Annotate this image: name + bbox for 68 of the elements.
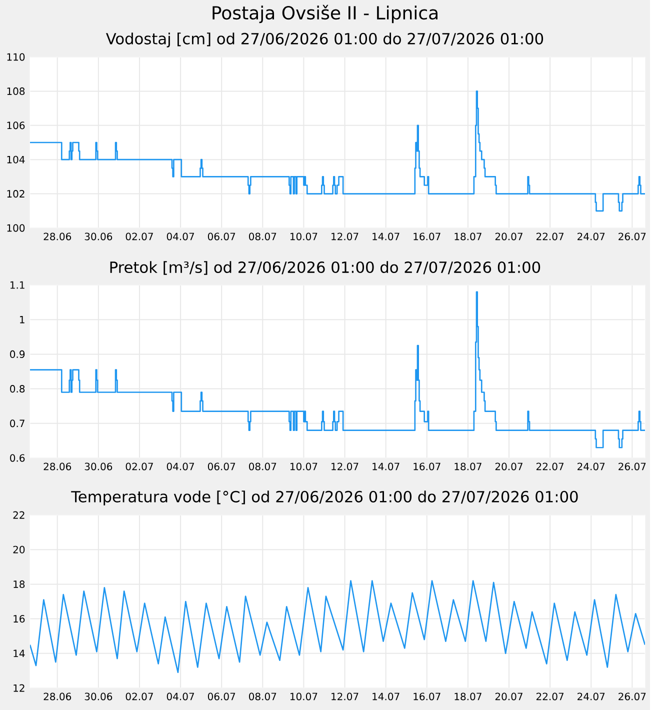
x-tick-label: 28.06 — [44, 232, 72, 240]
y-tick-label: 0.9 — [10, 350, 25, 358]
y-tick-label: 104 — [7, 156, 25, 164]
x-tick-label: 02.07 — [126, 232, 153, 240]
y-tick-label: 1 — [20, 316, 24, 324]
y-tick-label: 0.8 — [10, 385, 25, 393]
x-tick-label: 14.07 — [372, 692, 400, 700]
x-tick-label: 14.07 — [372, 462, 400, 470]
x-tick-label: 18.07 — [454, 462, 482, 470]
x-tick-label: 16.07 — [414, 462, 440, 470]
chart-title: Temperatura vode [°C] od 27/06/2026 01:00 do 27/07/2026 01:00 — [71, 490, 578, 506]
chart-subtitle: Vodostaj [cm] od 27/06/2026 01:00 do 27/07/2026 01:00 — [106, 32, 544, 48]
y-tick-label: 1.1 — [10, 281, 24, 289]
chart-title: Postaja Ovsiše II - Lipnica — [212, 4, 438, 24]
x-tick-label: 18.07 — [454, 232, 482, 240]
x-tick-label: 04.07 — [166, 232, 194, 240]
x-tick-label: 16.07 — [414, 232, 440, 240]
y-tick-label: 0.6 — [10, 454, 25, 462]
x-tick-label: 02.07 — [126, 462, 153, 470]
y-tick-label: 100 — [7, 224, 25, 232]
y-tick-label: 20 — [13, 546, 25, 554]
x-tick-label: 08.07 — [249, 232, 276, 240]
y-tick-label: 108 — [7, 87, 25, 95]
x-tick-label: 26.07 — [618, 692, 646, 700]
x-tick-label: 14.07 — [372, 232, 400, 240]
x-tick-label: 28.06 — [44, 692, 72, 700]
chart-title: Pretok [m³/s] od 27/06/2026 01:00 do 27/07/2026 01:00 — [110, 261, 540, 275]
x-tick-label: 30.06 — [84, 232, 112, 240]
x-tick-label: 12.07 — [332, 692, 358, 700]
x-tick-label: 12.07 — [332, 232, 358, 240]
x-tick-label: 20.07 — [495, 462, 522, 470]
x-tick-label: 08.07 — [249, 462, 276, 470]
x-tick-label: 10.07 — [290, 462, 318, 470]
y-tick-label: 102 — [7, 190, 24, 198]
x-tick-label: 24.07 — [578, 462, 605, 470]
x-tick-label: 04.07 — [166, 462, 194, 470]
y-tick-label: 18 — [14, 580, 25, 588]
x-tick-label: 30.06 — [84, 692, 112, 700]
x-tick-label: 12.07 — [332, 462, 358, 470]
y-tick-label: 22 — [13, 511, 24, 519]
x-tick-label: 22.07 — [536, 692, 564, 700]
x-tick-label: 22.07 — [536, 462, 564, 470]
y-tick-label: 106 — [7, 122, 25, 130]
x-tick-label: 04.07 — [166, 692, 194, 700]
x-tick-label: 28.06 — [44, 462, 72, 470]
x-tick-label: 24.07 — [578, 232, 605, 240]
x-tick-label: 26.07 — [618, 462, 646, 470]
x-tick-label: 16.07 — [414, 692, 440, 700]
x-tick-label: 18.07 — [454, 692, 482, 700]
x-tick-label: 06.07 — [208, 462, 236, 470]
x-tick-label: 22.07 — [536, 232, 564, 240]
x-tick-label: 06.07 — [208, 232, 236, 240]
x-tick-label: 06.07 — [208, 692, 236, 700]
y-tick-label: 16 — [14, 615, 25, 623]
x-tick-label: 24.07 — [578, 692, 605, 700]
line-series — [30, 580, 646, 674]
y-tick-label: 12 — [14, 684, 24, 692]
x-tick-label: 30.06 — [84, 462, 112, 470]
x-tick-label: 20.07 — [495, 232, 522, 240]
x-tick-label: 08.07 — [249, 692, 276, 700]
y-tick-label: 0.7 — [10, 420, 24, 428]
x-tick-label: 10.07 — [290, 232, 318, 240]
y-tick-label: 14 — [14, 650, 25, 658]
y-tick-label: 110 — [7, 53, 25, 61]
x-tick-label: 10.07 — [290, 692, 318, 700]
x-tick-label: 02.07 — [126, 692, 153, 700]
x-tick-label: 26.07 — [618, 232, 646, 240]
x-tick-label: 20.07 — [495, 692, 522, 700]
